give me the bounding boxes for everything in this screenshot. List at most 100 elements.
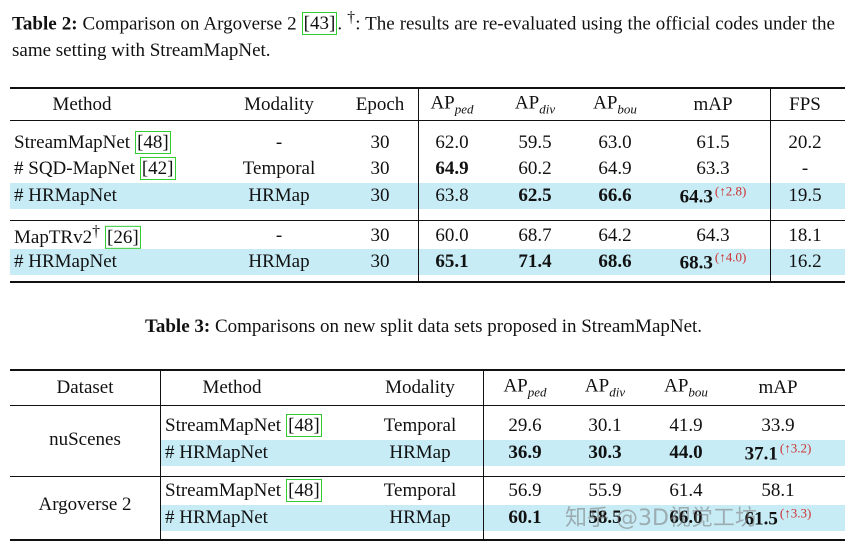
cell: 30 — [371, 185, 390, 207]
cell: - — [276, 132, 282, 154]
cell: 64.3 (↑2.8) — [680, 184, 747, 209]
cell-text: - — [801, 158, 809, 179]
cell-text: 66.6 — [598, 185, 632, 206]
cell: StreamMapNet [48] — [14, 131, 171, 154]
cell: 63.0 — [598, 132, 631, 154]
cell: 63.3 — [696, 158, 729, 180]
cell: Method — [52, 94, 111, 116]
cell-text: 30 — [370, 185, 390, 206]
cell: Method — [202, 377, 261, 399]
cell-text: 68.3 — [679, 252, 713, 274]
cell-text: 71.4 — [518, 251, 552, 272]
cell: 30 — [371, 132, 390, 154]
cell-text: AP — [503, 375, 528, 397]
cell-text: HRMap — [248, 251, 310, 272]
cell-text: StreamMapNet — [14, 132, 131, 153]
cell-text: 68.7 — [518, 225, 552, 246]
subscript: div — [609, 384, 626, 400]
cell-text: 58.1 — [761, 480, 795, 501]
cell-text: 30 — [370, 158, 390, 179]
cell: - — [802, 158, 808, 180]
cell: StreamMapNet [48] — [165, 414, 322, 437]
cell: 30 — [371, 251, 390, 273]
cell: 41.9 — [669, 415, 702, 437]
cell: 30 — [371, 158, 390, 180]
cell: 19.5 — [788, 185, 821, 207]
rule — [10, 369, 845, 371]
cell: Temporal — [384, 480, 457, 502]
cell: HRMap — [248, 251, 309, 273]
cell-text: 36.9 — [508, 442, 542, 463]
cell: 30 — [371, 225, 390, 247]
cell-text: HRMap — [389, 507, 451, 528]
cell: 18.1 — [788, 225, 821, 247]
cell: # HRMapNet — [165, 442, 268, 464]
cell-text: 64.9 — [435, 158, 469, 179]
watermark: 知乎 @3D视觉工坊 — [565, 506, 757, 531]
rule — [10, 405, 845, 406]
cell-text: FPS — [789, 94, 821, 115]
cell: 62.5 — [518, 185, 551, 207]
cell: APbou — [664, 376, 708, 401]
cell-text: 64.3 — [679, 186, 713, 208]
row-highlight — [160, 440, 845, 466]
cell-text: Epoch — [355, 94, 405, 115]
cell-text: Modality — [244, 94, 314, 115]
row-highlight — [10, 183, 845, 209]
caption-label: Table 2: — [12, 13, 78, 35]
citation: [42] — [139, 157, 176, 180]
cell-text: 61.5 — [696, 132, 730, 153]
cell-text: 37.1 — [744, 443, 778, 465]
cell: 60.2 — [518, 158, 551, 180]
cell: APped — [503, 376, 546, 401]
cell-text: AP — [593, 92, 618, 114]
cell: MapTRv2† [26] — [14, 223, 141, 250]
cell: - — [276, 225, 282, 247]
cell-text: 33.9 — [761, 415, 795, 436]
cell: 68.7 — [518, 225, 551, 247]
citation: [48] — [286, 479, 322, 502]
rule — [770, 89, 771, 281]
cell-text: Modality — [385, 377, 455, 398]
gain: (↑2.8) — [714, 183, 747, 199]
cell-text: 66.0 — [669, 507, 703, 528]
cell: 36.9 — [508, 442, 541, 464]
cell-text: 30 — [370, 225, 390, 246]
cell-text: Dataset — [56, 377, 114, 398]
cell: 64.9 — [598, 158, 631, 180]
cell: HRMap — [389, 442, 450, 464]
cell-text: 61.5 — [744, 508, 778, 530]
cell-text: - — [275, 132, 283, 153]
cell-text: AP — [584, 375, 610, 397]
superscript: † — [347, 9, 356, 26]
cell-text: Temporal — [242, 158, 316, 179]
row-highlight — [10, 249, 845, 275]
cell-text: 64.9 — [598, 158, 632, 179]
cell-text: # HRMapNet — [14, 251, 117, 272]
cell: 56.9 — [508, 480, 541, 502]
cell: Modality — [244, 94, 314, 116]
cell: 59.5 — [518, 132, 551, 154]
caption-text: Comparisons on new split data sets propo… — [214, 316, 703, 337]
cell: FPS — [789, 94, 821, 116]
cell-text: 65.1 — [435, 251, 469, 272]
cell-text: mAP — [758, 377, 798, 398]
cell-text: 60.2 — [518, 158, 552, 179]
cell-text: 63.3 — [696, 158, 730, 179]
cell-text: 18.1 — [788, 225, 822, 246]
cell-text: 20.2 — [788, 132, 822, 153]
caption: Table 3: Comparisons on new split data s… — [12, 313, 835, 340]
subscript: bou — [617, 101, 637, 117]
cell-text: 30.3 — [588, 442, 622, 463]
cell: Dataset — [57, 377, 114, 399]
cell: 68.3 (↑4.0) — [680, 250, 747, 275]
cell: 61.5 (↑3.3) — [745, 506, 812, 531]
cell: 71.4 — [518, 251, 551, 273]
cell: 60.0 — [435, 225, 468, 247]
cell-text: 44.0 — [669, 442, 703, 463]
cell: 64.2 — [598, 225, 631, 247]
cell: 58.1 — [761, 480, 794, 502]
rule — [418, 89, 419, 281]
cell: 62.0 — [435, 132, 468, 154]
cell: nuScenes — [49, 429, 121, 451]
